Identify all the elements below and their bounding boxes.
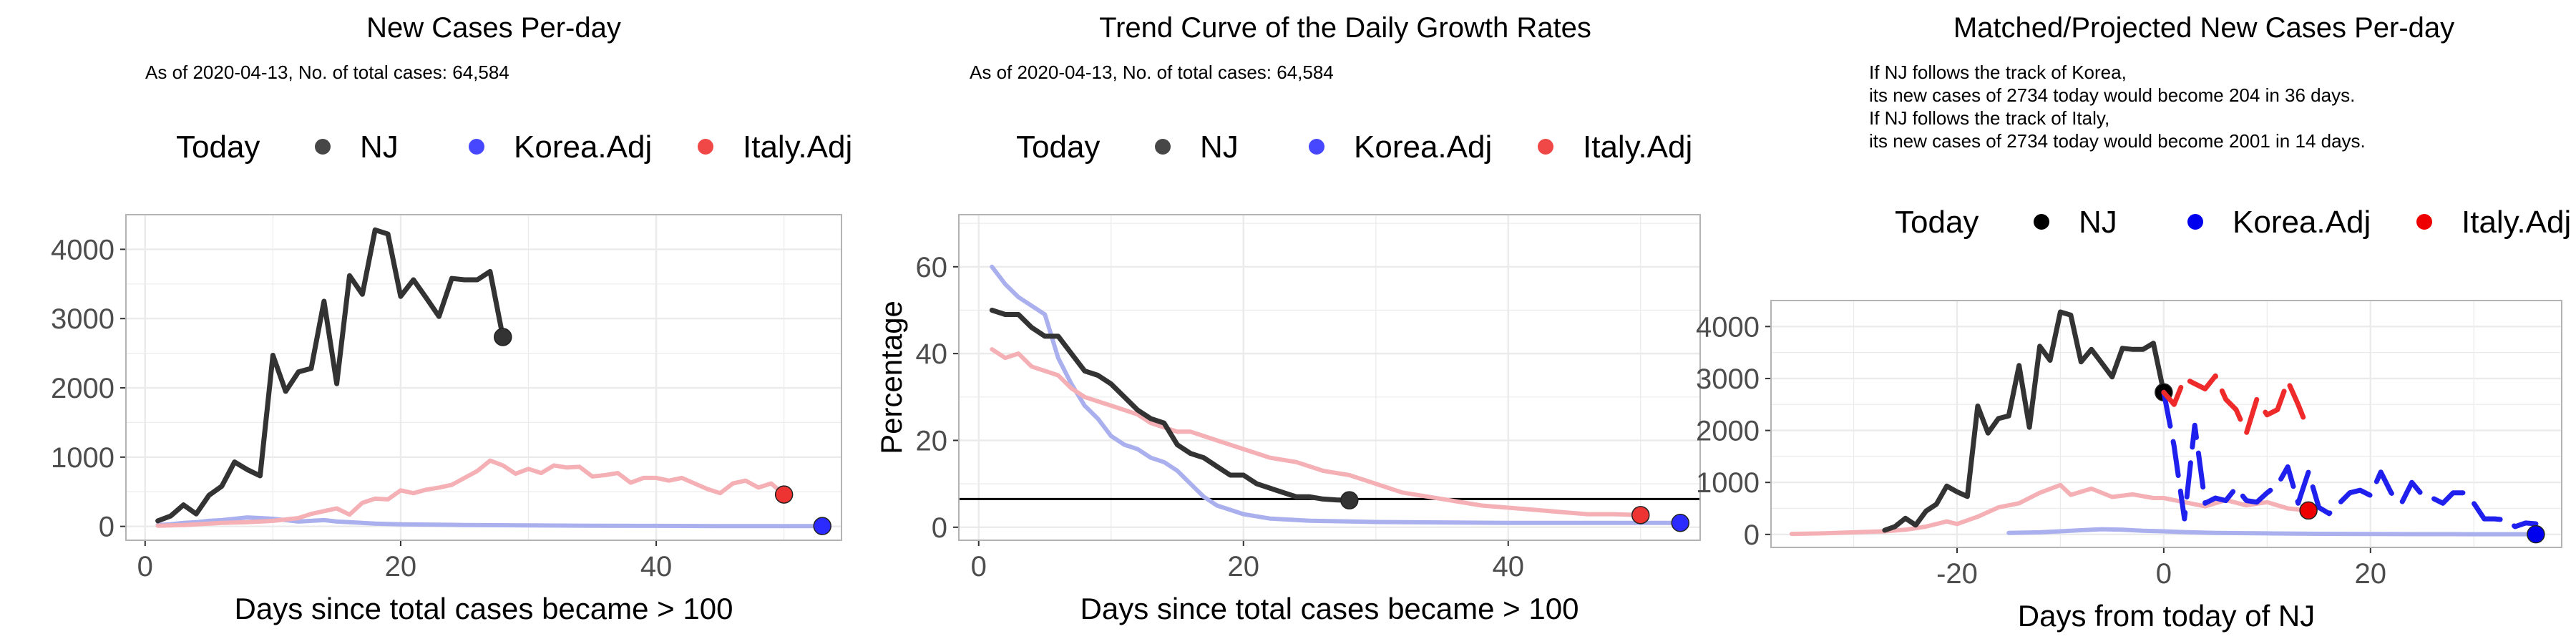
series-italy-line: [990, 347, 1643, 517]
legend-korea-label: Korea.Adj: [514, 130, 652, 165]
y-tick-label: 1000: [1696, 467, 1760, 499]
series-korea-line: [990, 264, 1683, 525]
panel-border: [125, 214, 842, 541]
x-tick-label: 20: [1228, 551, 1260, 582]
legend-italy-label: Italy.Adj: [743, 130, 852, 165]
legend-nj-label: NJ: [2079, 205, 2117, 240]
x-tick-label: -20: [1936, 558, 1978, 590]
y-tick-label: 3000: [51, 303, 114, 335]
y-tick-label: 40: [916, 338, 948, 370]
y-tick-label: 3000: [1696, 364, 1760, 395]
y-axis-label: Percentage: [874, 301, 908, 454]
y-tick-label: 0: [1744, 519, 1760, 551]
legend-korea-label: Korea.Adj: [1354, 130, 1492, 165]
series-nj-today-point: [1340, 491, 1359, 509]
y-tick-label: 4000: [51, 234, 114, 265]
legend-nj-label: NJ: [1200, 130, 1239, 165]
panel-border: [1770, 300, 2562, 548]
series-nj-line: [1882, 309, 2167, 533]
legend-korea-swatch: [1309, 139, 1324, 155]
x-axis-label: Days from today of NJ: [2018, 599, 2315, 633]
x-tick-label: 20: [385, 551, 417, 582]
series-nj-line: [989, 308, 1352, 503]
legend-korea-swatch: [469, 139, 484, 155]
chart-2: Trend Curve of the Daily Growth Rates As …: [874, 12, 1701, 625]
chart-title: New Cases Per-day: [366, 12, 621, 44]
gridlines: [126, 214, 841, 540]
legend-nj-swatch: [315, 139, 331, 155]
legend-2: Today NJ Korea.Adj Italy.Adj: [1016, 130, 1692, 165]
panel-border: [958, 214, 1701, 541]
y-tick-label: 1000: [51, 442, 114, 474]
legend-italy-label: Italy.Adj: [1583, 130, 1692, 165]
chart-subtitle: As of 2020-04-13, No. of total cases: 64…: [145, 62, 509, 83]
gridlines: [1771, 300, 2562, 547]
legend-italy-swatch: [698, 139, 713, 155]
legend-3: Today NJ Korea.Adj Italy.Adj: [1895, 205, 2571, 240]
y-tick-label: 0: [932, 512, 947, 544]
series-korea-today-point: [1671, 513, 1689, 532]
x-tick-label: 0: [137, 551, 153, 582]
y-tick-label: 20: [916, 425, 948, 457]
x-tick-label: 20: [2355, 558, 2387, 590]
series-korea-today-point: [2527, 525, 2545, 544]
legend-italy-swatch: [2416, 214, 2432, 230]
series-nj-line: [155, 227, 506, 524]
annotation-line-1: If NJ follows the track of Korea,: [1869, 62, 2127, 83]
series-italy-line: [155, 458, 786, 528]
series-italy-today-point: [2299, 501, 2318, 520]
annotation-line-3: If NJ follows the track of Italy,: [1869, 107, 2109, 129]
chart-subtitle: As of 2020-04-13, No. of total cases: 64…: [970, 62, 1334, 83]
chart-title: Trend Curve of the Daily Growth Rates: [1099, 12, 1591, 44]
series-korea-history-line: [2006, 527, 2538, 537]
x-tick-label: 0: [971, 551, 987, 582]
x-tick-label: 40: [640, 551, 673, 582]
annotation-line-4: its new cases of 2734 today would become…: [1869, 130, 2366, 152]
y-tick-label: 2000: [1696, 416, 1760, 447]
x-tick-label: 0: [2156, 558, 2172, 590]
series-korea-line: [155, 515, 825, 529]
legend-today-label: Today: [176, 130, 260, 165]
chart-title: Matched/Projected New Cases Per-day: [1953, 12, 2454, 44]
y-tick-label: 4000: [1696, 311, 1760, 343]
series-italy-today-point: [774, 485, 794, 504]
legend-nj-swatch: [1155, 139, 1171, 155]
annotation-line-2: its new cases of 2734 today would become…: [1869, 84, 2355, 106]
series-nj-today-point: [494, 328, 512, 346]
legend-italy-label: Italy.Adj: [2462, 205, 2571, 240]
x-axis-label: Days since total cases became > 100: [235, 592, 733, 625]
chart-3: Matched/Projected New Cases Per-day If NJ…: [1696, 12, 2562, 633]
series-italy-today-point: [1631, 506, 1650, 525]
legend-italy-swatch: [1538, 139, 1553, 155]
legend-today-label: Today: [1016, 130, 1100, 165]
legend-nj-swatch: [2034, 214, 2049, 230]
gridlines: [959, 215, 1700, 540]
legend-today-label: Today: [1895, 205, 1979, 240]
series-korea-today-point: [813, 517, 831, 535]
legend-1: Today NJ Korea.Adj Italy.Adj: [176, 130, 852, 165]
chart-1: New Cases Per-day As of 2020-04-13, No. o…: [51, 12, 842, 625]
x-axis-label: Days since total cases became > 100: [1080, 592, 1579, 625]
series-korea-projection-line: [2161, 389, 2539, 530]
y-tick-label: 2000: [51, 373, 114, 404]
legend-korea-swatch: [2187, 214, 2203, 230]
x-tick-label: 40: [1493, 551, 1525, 582]
legend-nj-label: NJ: [360, 130, 399, 165]
y-tick-label: 0: [99, 512, 114, 543]
legend-korea-label: Korea.Adj: [2233, 205, 2371, 240]
series-italy-projection-line: [2161, 373, 2311, 436]
y-tick-label: 60: [916, 252, 948, 283]
